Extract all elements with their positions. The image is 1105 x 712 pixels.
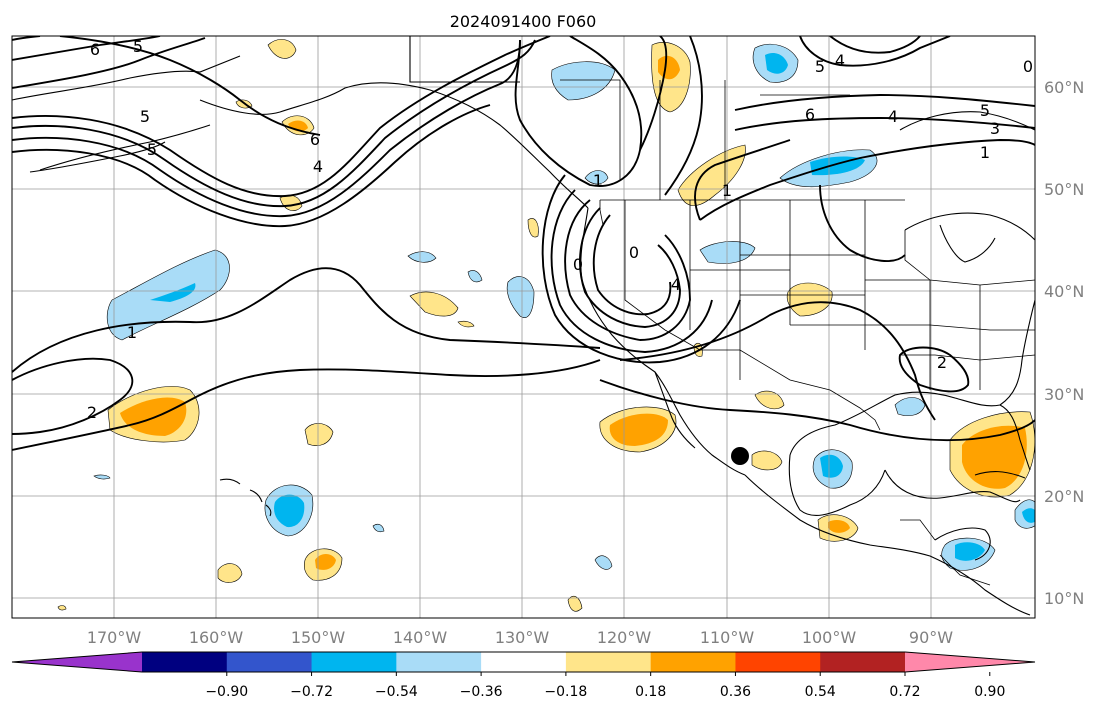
- x-tick: 170°W: [87, 628, 142, 647]
- colorbar-ticks: −0.90 −0.72 −0.54 −0.36 −0.18 0.18 0.36 0.54 0.7…: [205, 672, 1005, 700]
- contour-label: 4: [835, 51, 845, 70]
- colorbar-tick-label: −0.72: [290, 684, 333, 700]
- contour-label: 0: [573, 255, 583, 274]
- colorbar-tick-label: 0.72: [889, 684, 920, 700]
- contour-label: 5: [980, 101, 990, 120]
- y-tick: 20°N: [1044, 487, 1084, 506]
- y-tick: 10°N: [1044, 589, 1084, 608]
- y-tick: 40°N: [1044, 282, 1084, 301]
- map-area: 5 6 5 6 4 5 1 2 0 1 4 1 0 4 5 4 6 5 3 1 …: [12, 36, 1035, 618]
- contour-label: 1: [722, 181, 732, 200]
- contour-label: 2: [937, 353, 947, 372]
- contour-label: 1: [127, 323, 137, 342]
- x-tick: 110°W: [700, 628, 755, 647]
- x-tick: 120°W: [597, 628, 652, 647]
- gridlines: [12, 36, 1035, 618]
- latitude-ticks: 60°N 50°N 40°N 30°N 20°N 10°N: [1044, 78, 1084, 608]
- contour-label: 5: [140, 107, 150, 126]
- map-title: 2024091400 F060: [450, 12, 597, 31]
- colorbar-outline: [11, 651, 1036, 673]
- colorbar-tick-label: −0.36: [460, 684, 503, 700]
- colorbar-extend-min: [12, 652, 142, 672]
- colorbar-segment: [565, 652, 652, 672]
- contour-label: 5: [147, 140, 157, 159]
- y-tick: 50°N: [1044, 180, 1084, 199]
- observation-point-marker: [731, 447, 749, 465]
- contour-label: 6: [805, 105, 815, 124]
- political-borders: [560, 79, 1035, 586]
- contour-label: 3: [990, 119, 1000, 138]
- contour-label: 4: [313, 157, 323, 176]
- colorbar-segment: [650, 652, 736, 672]
- contour-label: 1: [593, 171, 603, 190]
- colorbar-segment: [311, 652, 397, 672]
- contour-label: 0: [629, 243, 639, 262]
- x-tick: 140°W: [393, 628, 448, 647]
- contour-labels: 5 6 5 6 4 5 1 2 0 1 4 1 0 4 5 4 6 5 3 1 …: [87, 37, 1033, 422]
- x-tick: 160°W: [189, 628, 244, 647]
- colorbar-tick-label: 0.90: [974, 684, 1005, 700]
- colorbar-tick-label: 0.18: [635, 684, 666, 700]
- x-tick: 100°W: [802, 628, 857, 647]
- colorbar-segment: [735, 652, 821, 672]
- contour-label: 1: [980, 143, 990, 162]
- x-tick: 90°W: [909, 628, 953, 647]
- colorbar-extend-max: [905, 652, 1035, 672]
- colorbar-tick-label: −0.90: [205, 684, 248, 700]
- colorbar-tick-label: −0.18: [544, 684, 587, 700]
- colorbar-tick-label: −0.54: [375, 684, 418, 700]
- longitude-ticks: 170°W 160°W 150°W 140°W 130°W 120°W 110°…: [87, 628, 953, 647]
- contour-label: 5: [133, 37, 143, 56]
- x-tick: 150°W: [291, 628, 346, 647]
- contour-lines: [12, 36, 1035, 451]
- map-frame: [11, 35, 1036, 619]
- colorbar-segment: [226, 652, 313, 672]
- colorbar-segment: [820, 652, 906, 672]
- contour-label: 2: [87, 403, 97, 422]
- contour-label: 5: [815, 57, 825, 76]
- colorbar-segment: [142, 652, 228, 672]
- contour-label: 6: [310, 130, 320, 149]
- x-tick: 130°W: [495, 628, 550, 647]
- colorbar: [11, 651, 1036, 673]
- colorbar-tick-label: 0.54: [805, 684, 836, 700]
- colorbar-tick-label: 0.36: [720, 684, 751, 700]
- contour-label: 4: [671, 275, 681, 294]
- y-tick: 30°N: [1044, 385, 1084, 404]
- colorbar-segment: [481, 652, 567, 672]
- contour-label: 0: [1023, 57, 1033, 76]
- contour-label: 4: [888, 107, 898, 126]
- contour-label: 6: [90, 40, 100, 59]
- colorbar-segment: [396, 652, 482, 672]
- y-tick: 60°N: [1044, 78, 1084, 97]
